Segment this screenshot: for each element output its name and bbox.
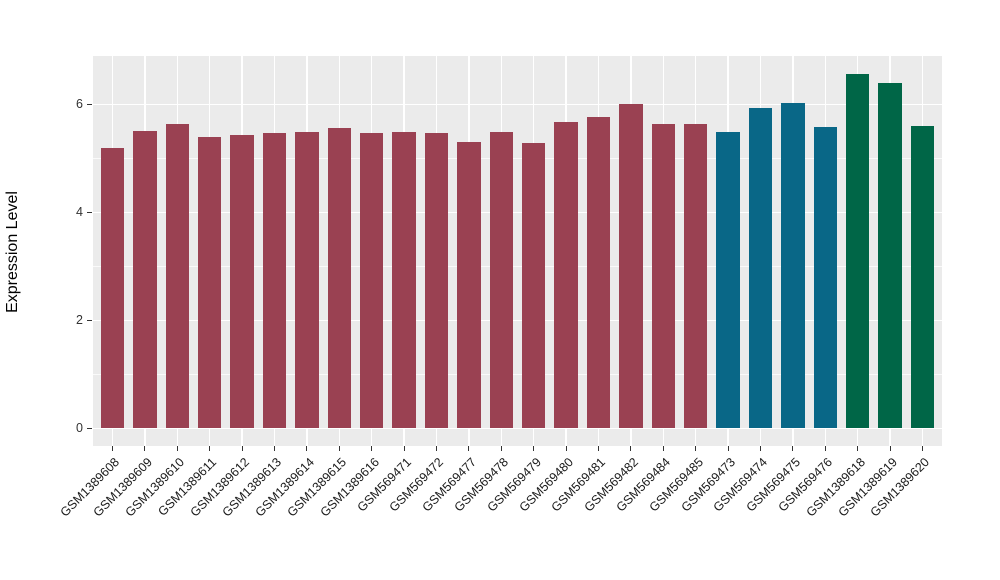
x-tick-mark xyxy=(792,446,794,451)
bar-GSM1389612 xyxy=(230,134,254,429)
x-tick-mark xyxy=(468,446,470,451)
x-tick-mark xyxy=(565,446,567,451)
y-tick-label: 6 xyxy=(76,97,83,112)
bar-GSM569475 xyxy=(781,103,805,429)
bar-GSM569479 xyxy=(521,143,546,429)
x-tick-mark xyxy=(921,446,924,451)
x-tick-mark xyxy=(759,446,762,451)
bar-GSM1389611 xyxy=(197,136,222,429)
x-tick-mark xyxy=(597,446,600,451)
gridline-minor xyxy=(93,158,942,160)
bar-GSM1389608 xyxy=(100,147,125,429)
gridline-major xyxy=(93,211,942,214)
gridline-minor xyxy=(93,374,942,376)
gridline-major xyxy=(93,427,942,430)
gridline-major xyxy=(93,319,942,322)
bar-GSM1389616 xyxy=(359,133,384,429)
bar-GSM569481 xyxy=(586,116,611,429)
x-tick-mark xyxy=(857,446,859,451)
y-tick-label: 0 xyxy=(76,421,83,436)
x-tick-mark xyxy=(435,446,438,451)
x-tick-mark xyxy=(144,446,146,451)
y-tick-mark xyxy=(87,427,92,429)
bar-GSM1389609 xyxy=(133,130,157,429)
x-tick-mark xyxy=(371,446,373,451)
x-tick-mark xyxy=(241,446,243,451)
x-tick-mark xyxy=(824,446,826,451)
x-tick-mark xyxy=(209,446,211,451)
bar-GSM569473 xyxy=(716,131,740,429)
x-tick-mark xyxy=(273,446,276,451)
gridline-minor xyxy=(93,266,942,268)
bar-GSM569477 xyxy=(457,141,481,429)
x-tick-mark xyxy=(338,446,340,451)
bar-GSM569471 xyxy=(392,132,416,429)
plot-panel xyxy=(93,56,942,446)
x-tick-mark xyxy=(176,446,178,451)
y-tick-label: 4 xyxy=(76,205,83,220)
bar-GSM569478 xyxy=(489,131,514,429)
bar-GSM569480 xyxy=(554,121,578,429)
x-tick-mark xyxy=(630,446,632,451)
x-tick-mark xyxy=(500,446,502,451)
y-tick-mark xyxy=(87,103,92,105)
x-tick-mark xyxy=(533,446,535,451)
x-tick-mark xyxy=(306,446,308,451)
bar-GSM1389610 xyxy=(165,123,190,429)
bar-GSM1389618 xyxy=(845,74,870,429)
bar-GSM1389614 xyxy=(295,132,319,429)
x-tick-mark xyxy=(727,446,729,451)
bar-GSM1389615 xyxy=(327,128,352,429)
gridline-major xyxy=(93,103,942,106)
bar-GSM1389613 xyxy=(262,133,287,429)
bar-GSM569472 xyxy=(424,133,449,429)
bar-GSM569482 xyxy=(619,104,643,429)
bar-GSM1389620 xyxy=(910,125,935,429)
bar-GSM569484 xyxy=(651,124,676,429)
y-tick-label: 2 xyxy=(76,313,83,328)
x-tick-mark xyxy=(695,446,697,451)
x-tick-mark xyxy=(111,446,114,451)
y-axis-title: Expression Level xyxy=(4,191,21,313)
bar-GSM569474 xyxy=(748,108,773,429)
bar-GSM569476 xyxy=(813,126,838,429)
bar-GSM1389619 xyxy=(878,82,902,429)
y-tick-mark xyxy=(87,211,92,213)
x-tick-mark xyxy=(662,446,664,451)
x-tick-mark xyxy=(403,446,405,451)
y-tick-mark xyxy=(87,319,92,321)
x-tick-mark xyxy=(889,446,891,451)
bar-GSM569485 xyxy=(683,124,708,429)
